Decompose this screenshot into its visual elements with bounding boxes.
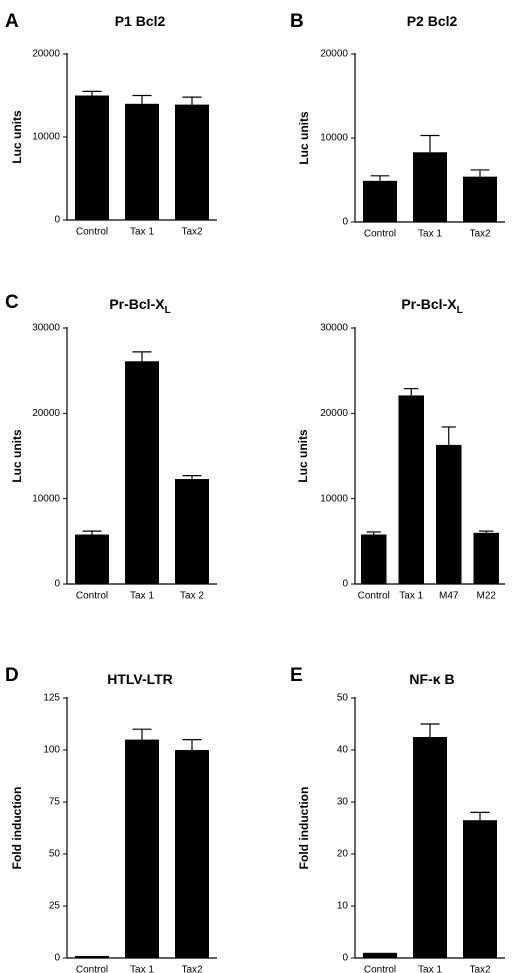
y-tick-label: 20000 — [320, 49, 348, 60]
y-tick-label: 25 — [49, 901, 61, 912]
chart-title: Pr-Bcl-XL — [401, 296, 462, 316]
x-category-label: Control — [364, 229, 396, 240]
y-axis-label: Luc units — [297, 111, 311, 165]
chart-title-text: Pr-Bcl-X — [401, 296, 457, 312]
x-category-label: Control — [358, 591, 390, 602]
y-tick-label: 0 — [342, 579, 348, 590]
y-tick-label: 10000 — [32, 493, 60, 504]
y-tick-label: 20000 — [32, 408, 60, 419]
chart-title-text: HTLV-LTR — [107, 671, 173, 687]
y-axis-label: Fold induction — [297, 787, 311, 870]
y-tick-label: 10000 — [320, 493, 348, 504]
y-tick-label: 0 — [54, 953, 60, 964]
bar — [75, 95, 109, 220]
x-category-label: Control — [76, 965, 108, 973]
chart-title-subscript: L — [457, 305, 463, 316]
chart-title-subscript: L — [165, 305, 171, 316]
x-category-label: Tax 1 — [399, 591, 423, 602]
x-category-label: Control — [76, 227, 108, 238]
bar — [413, 152, 447, 222]
x-category-label: Tax2 — [181, 965, 203, 973]
chart-title-text: P1 Bcl2 — [115, 13, 166, 29]
chart-title-text: Pr-Bcl-X — [109, 296, 165, 312]
y-tick-label: 0 — [54, 215, 60, 226]
y-tick-label: 50 — [337, 693, 349, 704]
bar — [175, 104, 209, 220]
x-category-label: Tax2 — [181, 227, 203, 238]
x-category-label: Tax 1 — [418, 965, 442, 973]
panel-letter: B — [290, 11, 304, 32]
x-category-label: Control — [76, 591, 108, 602]
y-tick-label: 0 — [54, 579, 60, 590]
bar — [125, 103, 159, 220]
bar — [463, 176, 497, 222]
y-axis-label: Luc units — [10, 110, 24, 164]
y-axis-label: Fold induction — [10, 787, 24, 870]
y-tick-label: 30000 — [320, 323, 348, 334]
y-tick-label: 10 — [337, 901, 349, 912]
chart-title: P2 Bcl2 — [407, 13, 458, 29]
y-tick-label: 50 — [49, 849, 61, 860]
chart-title: HTLV-LTR — [107, 671, 173, 687]
panel-letter: E — [290, 665, 303, 686]
y-tick-label: 10000 — [32, 132, 60, 143]
y-tick-label: 20000 — [32, 49, 60, 60]
chart-title-text: P2 Bcl2 — [407, 13, 458, 29]
x-category-label: Tax2 — [469, 229, 491, 240]
chart-title-text: NF-κ B — [409, 671, 454, 687]
bar — [75, 955, 109, 958]
chart-title: NF-κ B — [409, 671, 454, 687]
bar — [463, 820, 497, 958]
chart-panel-e: E NF-κ B Fold induction 0 10 20 30 40 50 Control T… — [290, 665, 505, 973]
chart-panel-b: B P2 Bcl2 Luc units 0 10000 20000 Control Tax 1… — [290, 11, 505, 240]
panel-letter: D — [5, 665, 19, 686]
panel-letter: A — [5, 11, 19, 32]
y-tick-label: 30000 — [32, 323, 60, 334]
x-category-label: Tax 1 — [130, 965, 154, 973]
y-axis-label: Luc units — [296, 429, 310, 483]
bar — [363, 180, 397, 222]
x-category-label: Tax 2 — [180, 591, 204, 602]
bar — [413, 737, 447, 958]
y-tick-label: 0 — [342, 217, 348, 228]
bar — [125, 739, 159, 958]
chart-panel-d: D HTLV-LTR Fold induction 0 25 50 75 100 125 Cont… — [5, 665, 217, 973]
y-tick-label: 75 — [49, 797, 61, 808]
x-category-label: Tax 1 — [130, 591, 154, 602]
x-category-label: Control — [364, 965, 396, 973]
bar — [125, 361, 159, 584]
y-tick-label: 20000 — [320, 408, 348, 419]
y-tick-label: 10000 — [320, 133, 348, 144]
bar — [398, 395, 424, 584]
x-category-label: Tax 1 — [418, 229, 442, 240]
bar — [175, 750, 209, 958]
chart-panel-c1: C Pr-Bcl-XL Luc units 0 10000 20000 30000 Contr… — [5, 292, 217, 602]
chart-title: P1 Bcl2 — [115, 13, 166, 29]
bar — [473, 532, 499, 584]
x-category-label: M47 — [439, 591, 459, 602]
x-category-label: M22 — [477, 591, 497, 602]
y-tick-label: 20 — [337, 849, 349, 860]
bar — [361, 534, 387, 584]
y-axis-label: Luc units — [10, 429, 24, 483]
y-tick-label: 0 — [342, 953, 348, 964]
chart-panel-a: A P1 Bcl2 Luc units 0 10000 20000 Control Tax 1… — [5, 11, 217, 238]
bar — [175, 479, 209, 584]
bar — [436, 444, 462, 584]
y-tick-label: 125 — [43, 693, 60, 704]
bar — [363, 952, 397, 958]
y-tick-label: 40 — [337, 745, 349, 756]
chart-panel-c2: Pr-Bcl-XL Luc units 0 10000 20000 30000 Contro… — [296, 296, 505, 602]
x-category-label: Tax2 — [469, 965, 491, 973]
y-tick-label: 100 — [43, 745, 60, 756]
bar — [75, 534, 109, 584]
chart-title: Pr-Bcl-XL — [109, 296, 170, 316]
panel-letter: C — [5, 292, 19, 313]
x-category-label: Tax 1 — [130, 227, 154, 238]
y-tick-label: 30 — [337, 797, 349, 808]
